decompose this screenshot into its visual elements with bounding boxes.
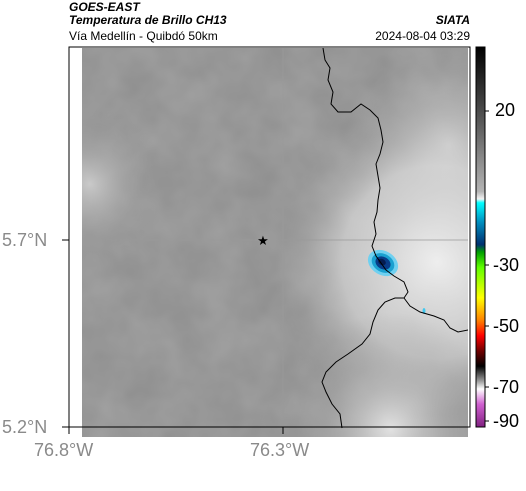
location-star-icon: ★ — [257, 233, 269, 248]
colorbar — [475, 46, 489, 428]
organization-label: SIATA — [435, 13, 470, 27]
lat-label-5-7: 5.7°N — [2, 230, 48, 250]
colorbar-tick-20: 20 — [495, 100, 516, 120]
lon-label-76-8: 76.8°W — [34, 440, 94, 460]
satellite-name: GOES-EAST — [69, 0, 140, 14]
colorbar-tick-minus70: -70 — [493, 377, 520, 397]
department-boundary-2 — [403, 297, 468, 333]
lat-label-5-2: 5.2°N — [2, 417, 48, 437]
colorbar-tick-minus50: -50 — [493, 316, 520, 336]
datetime-label: 2024-08-04 03:29 — [375, 29, 470, 43]
lon-label-76-3: 76.3°W — [250, 440, 310, 460]
region-subtitle: Vía Medellín - Quibdó 50km — [69, 29, 218, 43]
colorbar-tick-minus90: -90 — [493, 411, 520, 431]
colorbar-tick-minus30: -30 — [493, 255, 520, 275]
brightness-temperature-field: ★ — [82, 48, 468, 437]
department-boundary — [321, 48, 409, 429]
product-title: Temperatura de Brillo CH13 — [69, 13, 227, 27]
